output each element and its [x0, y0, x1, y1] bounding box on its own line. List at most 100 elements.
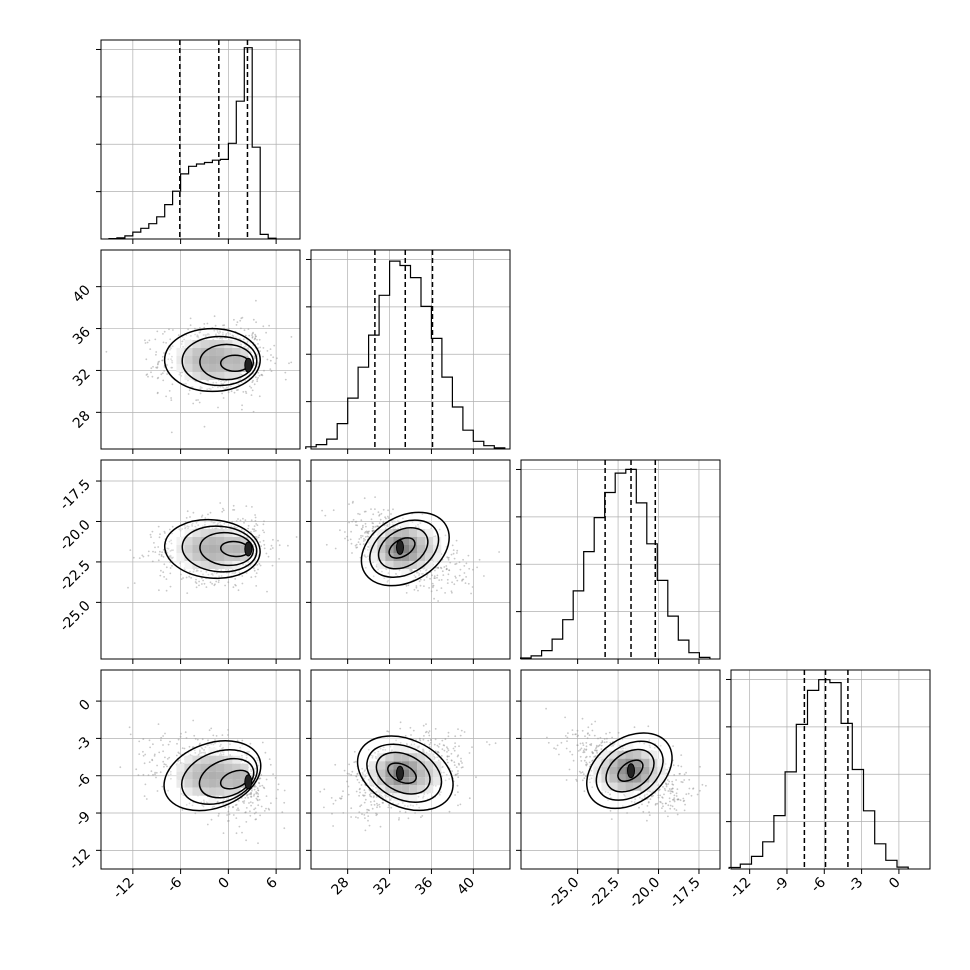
- scatter-point: [463, 572, 466, 574]
- scatter-point: [194, 327, 196, 330]
- scatter-point: [351, 502, 354, 504]
- scatter-point: [194, 738, 197, 740]
- scatter-point: [387, 806, 390, 809]
- scatter-point: [207, 513, 209, 516]
- scatter-point: [409, 804, 412, 807]
- scatter-point: [253, 530, 256, 532]
- scatter-point: [246, 342, 249, 344]
- scatter-point: [167, 547, 170, 550]
- scatter-point: [366, 535, 369, 538]
- density-cell: [176, 347, 185, 356]
- density-cell: [232, 339, 241, 348]
- scatter-point: [448, 778, 451, 780]
- scatter-point: [362, 794, 364, 797]
- scatter-point: [475, 776, 477, 779]
- scatter-point: [160, 555, 163, 557]
- scatter-point: [369, 795, 372, 797]
- scatter-point: [192, 719, 195, 722]
- scatter-point: [201, 583, 203, 585]
- scatter-point: [259, 785, 261, 787]
- scatter-point: [427, 739, 430, 742]
- scatter-point: [162, 760, 165, 763]
- scatter-point: [150, 770, 153, 773]
- scatter-point: [158, 553, 161, 556]
- scatter-point: [170, 397, 173, 399]
- scatter-point: [355, 520, 358, 523]
- scatter-point: [437, 751, 440, 754]
- scatter-point: [255, 376, 257, 379]
- scatter-point: [371, 527, 374, 530]
- scatter-point: [463, 731, 466, 733]
- scatter-point: [177, 334, 180, 336]
- contour-line: [181, 335, 258, 387]
- scatter-point: [272, 356, 275, 359]
- scatter-point: [375, 796, 378, 798]
- scatter-point: [250, 386, 253, 389]
- scatter-point: [228, 805, 230, 808]
- scatter-point: [249, 742, 252, 745]
- scatter-point: [251, 335, 254, 338]
- scatter-point: [358, 811, 361, 813]
- scatter-point: [201, 514, 204, 517]
- scatter-point: [253, 525, 256, 527]
- density-cell: [200, 528, 209, 537]
- scatter-point: [453, 583, 456, 586]
- scatter-point: [385, 794, 388, 797]
- scatter-point: [364, 555, 367, 558]
- scatter-point: [169, 740, 171, 743]
- scatter-point: [144, 783, 147, 786]
- scatter-point: [154, 546, 156, 549]
- scatter-point: [152, 743, 154, 746]
- scatter-point: [149, 348, 152, 350]
- scatter-point: [462, 578, 465, 581]
- scatter-point: [410, 743, 413, 746]
- density-cell: [417, 536, 426, 545]
- density-cell: [184, 355, 193, 364]
- scatter-point: [232, 504, 235, 507]
- scatter-point: [359, 791, 361, 794]
- density-cell: [393, 552, 402, 561]
- density-cell: [425, 528, 434, 537]
- scatter-point: [405, 585, 408, 587]
- scatter-point: [147, 550, 150, 553]
- scatter-point: [454, 742, 456, 744]
- scatter-point: [263, 547, 266, 550]
- scatter-point: [417, 589, 419, 592]
- scatter-point: [371, 756, 374, 759]
- scatter-point: [183, 747, 186, 750]
- scatter-point: [448, 569, 451, 572]
- scatter-point: [171, 361, 174, 364]
- density-cell: [176, 355, 185, 364]
- scatter-point: [199, 750, 201, 753]
- scatter-point: [196, 569, 198, 571]
- scatter-point: [265, 331, 267, 334]
- scatter-point: [156, 764, 159, 767]
- scatter-point: [142, 738, 145, 740]
- scatter-point: [352, 518, 355, 521]
- density-cell: [200, 763, 209, 772]
- scatter-point: [446, 747, 449, 750]
- axes-frame: [100, 459, 301, 660]
- scatter-point: [365, 525, 367, 528]
- scatter-point: [377, 750, 380, 753]
- scatter-point: [422, 797, 424, 799]
- scatter-point: [221, 510, 224, 513]
- scatter-point: [414, 576, 417, 579]
- scatter-point: [433, 743, 436, 746]
- scatter-point: [222, 803, 225, 805]
- scatter-point: [419, 569, 422, 572]
- density-cell: [240, 763, 249, 772]
- scatter-point: [360, 804, 363, 806]
- scatter-point: [178, 373, 181, 376]
- scatter-point: [233, 525, 236, 528]
- scatter-point: [157, 723, 160, 725]
- panel-p0-p2: [100, 459, 301, 660]
- density-cell: [377, 560, 386, 569]
- scatter-point: [269, 359, 272, 362]
- scatter-point: [382, 746, 385, 748]
- scatter-point: [162, 735, 165, 737]
- scatter-point: [177, 751, 180, 754]
- density-cell: [240, 363, 249, 372]
- scatter-point: [237, 800, 240, 802]
- scatter-point: [170, 556, 173, 559]
